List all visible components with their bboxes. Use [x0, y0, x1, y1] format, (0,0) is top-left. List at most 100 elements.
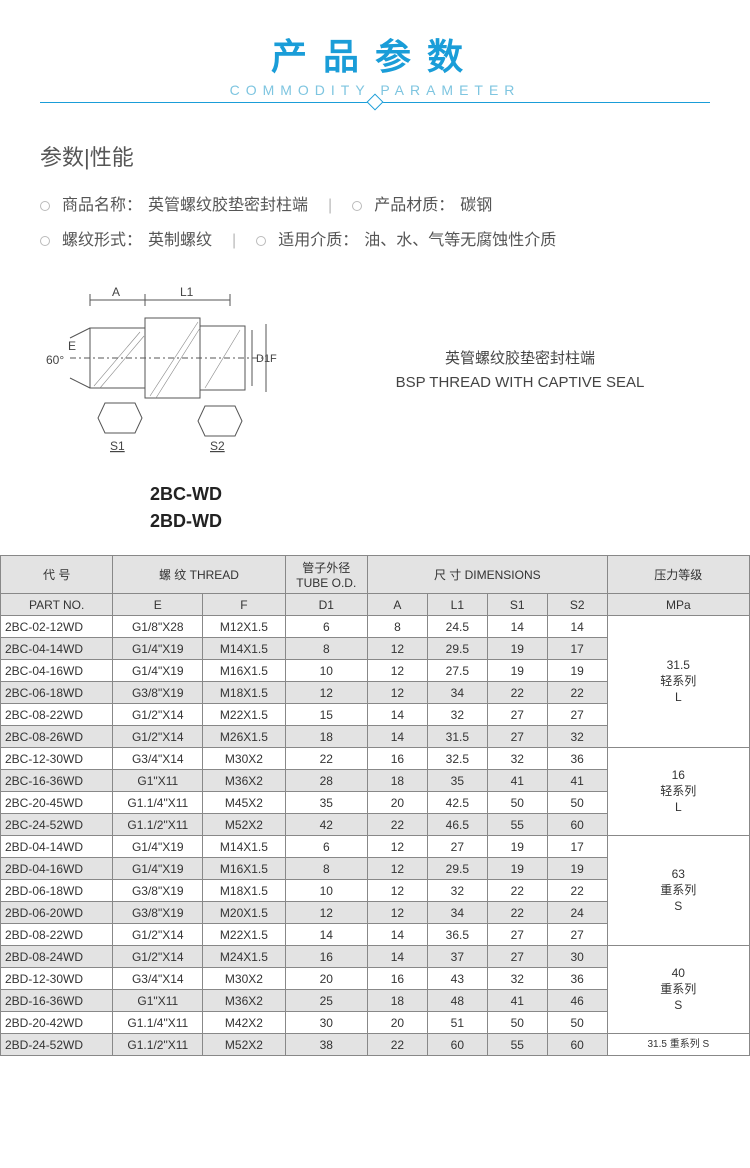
cell: 22 [367, 814, 427, 836]
cell: G1/2"X14 [113, 946, 203, 968]
th-S2: S2 [547, 594, 607, 616]
cell: M24X1.5 [203, 946, 285, 968]
cell: 27.5 [427, 660, 487, 682]
cell: 36 [547, 968, 607, 990]
cell: 14 [547, 616, 607, 638]
th-L1: L1 [427, 594, 487, 616]
cell: 36.5 [427, 924, 487, 946]
cell: G1.1/2"X11 [113, 814, 203, 836]
cell: 32.5 [427, 748, 487, 770]
pressure-cell: 63重系列S [607, 836, 749, 946]
cell: 29.5 [427, 858, 487, 880]
cell: 22 [367, 1034, 427, 1056]
cell: 6 [285, 616, 367, 638]
cell: M52X2 [203, 1034, 285, 1056]
cell: 27 [487, 946, 547, 968]
cell: G1/4"X19 [113, 638, 203, 660]
cell: 8 [367, 616, 427, 638]
cell: 10 [285, 660, 367, 682]
cell: G3/4"X14 [113, 968, 203, 990]
cell: M14X1.5 [203, 836, 285, 858]
cell: 17 [547, 836, 607, 858]
media-value: 油、水、气等无腐蚀性介质 [364, 223, 556, 258]
dim-E: E [68, 339, 76, 353]
cell: 12 [367, 902, 427, 924]
dim-angle: 60° [46, 353, 64, 367]
cell: 2BD-06-18WD [1, 880, 113, 902]
cell: 12 [367, 858, 427, 880]
bullet-icon [256, 236, 266, 246]
caption-en: BSP THREAD WITH CAPTIVE SEAL [330, 371, 710, 395]
header-title-cn: 产品参数 [0, 28, 750, 80]
th-D1: D1 [285, 594, 367, 616]
cell: 14 [367, 946, 427, 968]
cell: G1/2"X14 [113, 704, 203, 726]
cell: 29.5 [427, 638, 487, 660]
cell: 2BD-04-16WD [1, 858, 113, 880]
table-row: 2BD-24-52WDG1.1/2"X11M52X2382260556031.5… [1, 1034, 750, 1056]
cell: G1"X11 [113, 770, 203, 792]
cell: 22 [487, 902, 547, 924]
cell: M30X2 [203, 968, 285, 990]
th-S1: S1 [487, 594, 547, 616]
diagram-caption: 英管螺纹胶垫密封柱端 BSP THREAD WITH CAPTIVE SEAL [330, 347, 710, 395]
cell: M52X2 [203, 814, 285, 836]
cell: 6 [285, 836, 367, 858]
dim-S2: S2 [210, 439, 225, 453]
pressure-cell: 16轻系列L [607, 748, 749, 836]
cell: 2BC-08-22WD [1, 704, 113, 726]
cell: M22X1.5 [203, 704, 285, 726]
cell: 14 [367, 924, 427, 946]
cell: M16X1.5 [203, 660, 285, 682]
specs-section: 参数|性能 商品名称： 英管螺纹胶垫密封柱端 | 产品材质： 碳钢 螺纹形式： … [0, 122, 750, 268]
pressure-cell: 31.5轻系列L [607, 616, 749, 748]
cell: 32 [427, 704, 487, 726]
cell: M12X1.5 [203, 616, 285, 638]
cell: 17 [547, 638, 607, 660]
th-press-cn: 压力等级 [607, 556, 749, 594]
spec-lines: 商品名称： 英管螺纹胶垫密封柱端 | 产品材质： 碳钢 螺纹形式： 英制螺纹 |… [40, 188, 710, 258]
cell: 2BC-04-14WD [1, 638, 113, 660]
cell: 24.5 [427, 616, 487, 638]
cell: 19 [487, 836, 547, 858]
cell: 2BD-24-52WD [1, 1034, 113, 1056]
cell: 2BD-06-20WD [1, 902, 113, 924]
separator: | [328, 188, 332, 223]
cell: 38 [285, 1034, 367, 1056]
cell: 12 [367, 682, 427, 704]
bullet-icon [40, 236, 50, 246]
cell: 14 [367, 726, 427, 748]
cell: 22 [285, 748, 367, 770]
table-row: 2BC-12-30WDG3/4"X14M30X2221632.5323616轻系… [1, 748, 750, 770]
cell: 60 [547, 1034, 607, 1056]
media-label: 适用介质： [278, 223, 358, 258]
cell: 12 [367, 836, 427, 858]
cell: 16 [367, 968, 427, 990]
cell: 50 [547, 792, 607, 814]
cell: 32 [427, 880, 487, 902]
table-row: 2BC-02-12WDG1/8"X28M12X1.56824.5141431.5… [1, 616, 750, 638]
cell: G1/2"X14 [113, 924, 203, 946]
cell: 14 [487, 616, 547, 638]
cell: 60 [547, 814, 607, 836]
cell: 35 [285, 792, 367, 814]
cell: 41 [487, 990, 547, 1012]
cell: M14X1.5 [203, 638, 285, 660]
dim-F: F [270, 353, 277, 365]
spec-tbody: 2BC-02-12WDG1/8"X28M12X1.56824.5141431.5… [1, 616, 750, 1056]
cell: 27 [427, 836, 487, 858]
cell: 20 [285, 968, 367, 990]
cell: M20X1.5 [203, 902, 285, 924]
cell: 2BC-16-36WD [1, 770, 113, 792]
cell: G3/8"X19 [113, 682, 203, 704]
separator: | [232, 223, 236, 258]
cell: 24 [547, 902, 607, 924]
cell: 32 [487, 748, 547, 770]
th-F: F [203, 594, 285, 616]
cell: 41 [547, 770, 607, 792]
cell: 60 [427, 1034, 487, 1056]
cell: 37 [427, 946, 487, 968]
cell: G1/4"X19 [113, 660, 203, 682]
cell: 22 [487, 880, 547, 902]
spec-table: 代 号 螺 纹 THREAD 管子外径 TUBE O.D. 尺 寸 DIMENS… [0, 555, 750, 1056]
